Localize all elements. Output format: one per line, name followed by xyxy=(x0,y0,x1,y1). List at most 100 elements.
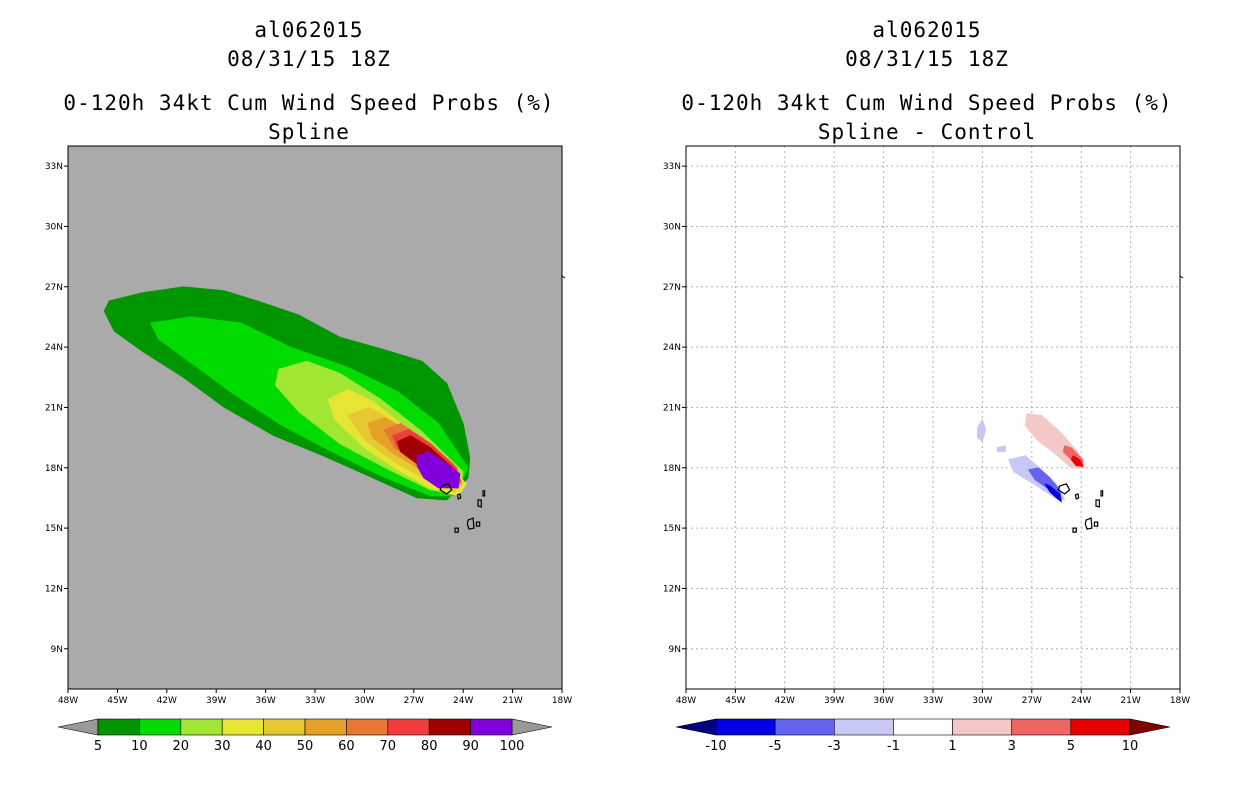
right-colorbar-segment xyxy=(1070,718,1131,736)
left-island-outline xyxy=(466,517,475,530)
chart-subtitle-right: Spline - Control xyxy=(817,120,1037,144)
left-colorbar-label: 40 xyxy=(255,739,272,754)
right-y-tick-label: 27N xyxy=(663,283,681,293)
chart-title-right: 0-120h 34kt Cum Wind Speed Probs (%) xyxy=(681,91,1173,115)
right-y-tick-label: 15N xyxy=(663,524,681,534)
left-colorbar-label: 90 xyxy=(462,739,479,754)
right-contour-5 xyxy=(1070,455,1084,467)
right-colorbar-segment xyxy=(833,718,894,736)
right-contour-neg1 xyxy=(996,445,1006,453)
right-colorbar-label: 10 xyxy=(1122,739,1139,754)
chart-subtitle-left: Spline xyxy=(268,120,350,144)
left-colorbar-label: 30 xyxy=(214,739,231,754)
right-island-outline xyxy=(1057,483,1071,495)
left-colorbar-extend-high xyxy=(511,718,553,736)
right-x-tick-label: 27W xyxy=(1022,696,1042,706)
right-x-tick-label: 39W xyxy=(824,696,844,706)
right-island-outline xyxy=(1074,493,1080,500)
left-x-tick-label: 48W xyxy=(58,696,78,706)
right-colorbar-label: 5 xyxy=(1067,739,1075,754)
left-x-tick-label: 36W xyxy=(255,696,275,706)
right-y-tick-label: 9N xyxy=(669,645,681,655)
right-colorbar-segment xyxy=(774,718,835,736)
left-colorbar-segment xyxy=(263,718,306,736)
left-x-tick-label: 42W xyxy=(157,696,177,706)
right-panel: al062015 08/31/15 18Z 0-120h 34kt Cum Wi… xyxy=(618,0,1236,800)
left-island-outline xyxy=(477,499,482,508)
left-colorbar-segment xyxy=(428,718,471,736)
left-island-outline xyxy=(454,527,459,533)
right-island-outline xyxy=(1100,490,1104,497)
right-colorbar-label: 1 xyxy=(948,739,956,754)
left-x-tick-label: 45W xyxy=(107,696,127,706)
right-colorbar-segment xyxy=(715,718,776,736)
left-x-tick-label: 21W xyxy=(502,696,522,706)
right-y-tick-label: 12N xyxy=(663,584,681,594)
right-colorbar-label: -1 xyxy=(887,739,900,754)
left-x-tick-label: 30W xyxy=(354,696,374,706)
right-y-tick-label: 33N xyxy=(663,162,681,172)
right-island-outline xyxy=(1072,527,1077,533)
left-colorbar-label: 50 xyxy=(297,739,314,754)
right-y-tick-label: 24N xyxy=(663,343,681,353)
right-colorbar-label: 3 xyxy=(1008,739,1016,754)
difference-map: 48W 45W 42W 39W 36W 33W 30W 27W 24W 21W 18W9N12N15… xyxy=(663,145,1190,754)
left-colorbar-segment xyxy=(180,718,223,736)
left-colorbar-extend-low xyxy=(57,718,99,736)
right-island-outline xyxy=(1093,521,1099,527)
right-x-tick-label: 36W xyxy=(873,696,893,706)
storm-id-left: al062015 xyxy=(254,18,364,42)
left-y-tick-label: 27N xyxy=(45,283,63,293)
right-colorbar-extend-low xyxy=(675,718,717,736)
right-edge-mark xyxy=(1179,275,1184,279)
left-y-tick-label: 30N xyxy=(45,222,63,232)
right-colorbar-segment xyxy=(952,718,1013,736)
right-y-tick-label: 21N xyxy=(663,403,681,413)
left-island-outline xyxy=(456,493,462,500)
right-x-tick-label: 18W xyxy=(1170,696,1190,706)
right-x-tick-label: 21W xyxy=(1120,696,1140,706)
right-x-tick-label: 30W xyxy=(972,696,992,706)
right-contour-neg1 xyxy=(977,419,987,443)
probability-map: 48W 45W 42W 39W 36W 33W 30W 27W 24W 21W 18W 9N 12N 15… xyxy=(45,145,572,754)
right-contour-neg5 xyxy=(1044,483,1062,503)
right-x-tick-label: 24W xyxy=(1071,696,1091,706)
left-colorbar-label: 5 xyxy=(94,739,102,754)
right-y-tick-label: 30N xyxy=(663,222,681,232)
right-colorbar-extend-high xyxy=(1129,718,1171,736)
right-x-tick-label: 33W xyxy=(923,696,943,706)
left-colorbar-segment xyxy=(139,718,182,736)
left-island-outline xyxy=(439,483,453,495)
left-x-tick-label: 33W xyxy=(305,696,325,706)
right-colorbar-segment xyxy=(1011,718,1072,736)
right-colorbar-segment xyxy=(893,718,953,736)
left-island-outline xyxy=(475,521,481,527)
right-x-tick-label: 42W xyxy=(775,696,795,706)
right-x-tick-label: 48W xyxy=(676,696,696,706)
left-colorbar-segment xyxy=(221,718,264,736)
left-y-tick-label: 21N xyxy=(45,403,63,413)
storm-id-right: al062015 xyxy=(872,18,982,42)
left-colorbar-label: 10 xyxy=(131,739,148,754)
left-island-outline xyxy=(482,490,486,497)
left-x-tick-label: 18W xyxy=(552,696,572,706)
left-y-tick-label: 24N xyxy=(45,343,63,353)
left-y-tick-label: 12N xyxy=(45,584,63,594)
left-y-tick-label: 9N xyxy=(51,645,63,655)
left-colorbar-segment xyxy=(304,718,347,736)
left-y-tick-label: 15N xyxy=(45,524,63,534)
datetime-left: 08/31/15 18Z xyxy=(227,47,391,71)
left-x-tick-label: 27W xyxy=(404,696,424,706)
left-x-tick-label: 39W xyxy=(206,696,226,706)
left-x-tick-label: 24W xyxy=(453,696,473,706)
left-colorbar-label: 60 xyxy=(338,739,355,754)
right-island-outline xyxy=(1095,499,1100,508)
left-y-tick-label: 18N xyxy=(45,464,63,474)
right-colorbar-label: -3 xyxy=(828,739,841,754)
left-y-tick-label: 33N xyxy=(45,162,63,172)
left-colorbar-label: 20 xyxy=(173,739,190,754)
right-colorbar-label: -5 xyxy=(769,739,782,754)
right-island-outline xyxy=(1084,517,1093,530)
right-colorbar-label: -10 xyxy=(705,739,726,754)
chart-title-left: 0-120h 34kt Cum Wind Speed Probs (%) xyxy=(63,91,555,115)
